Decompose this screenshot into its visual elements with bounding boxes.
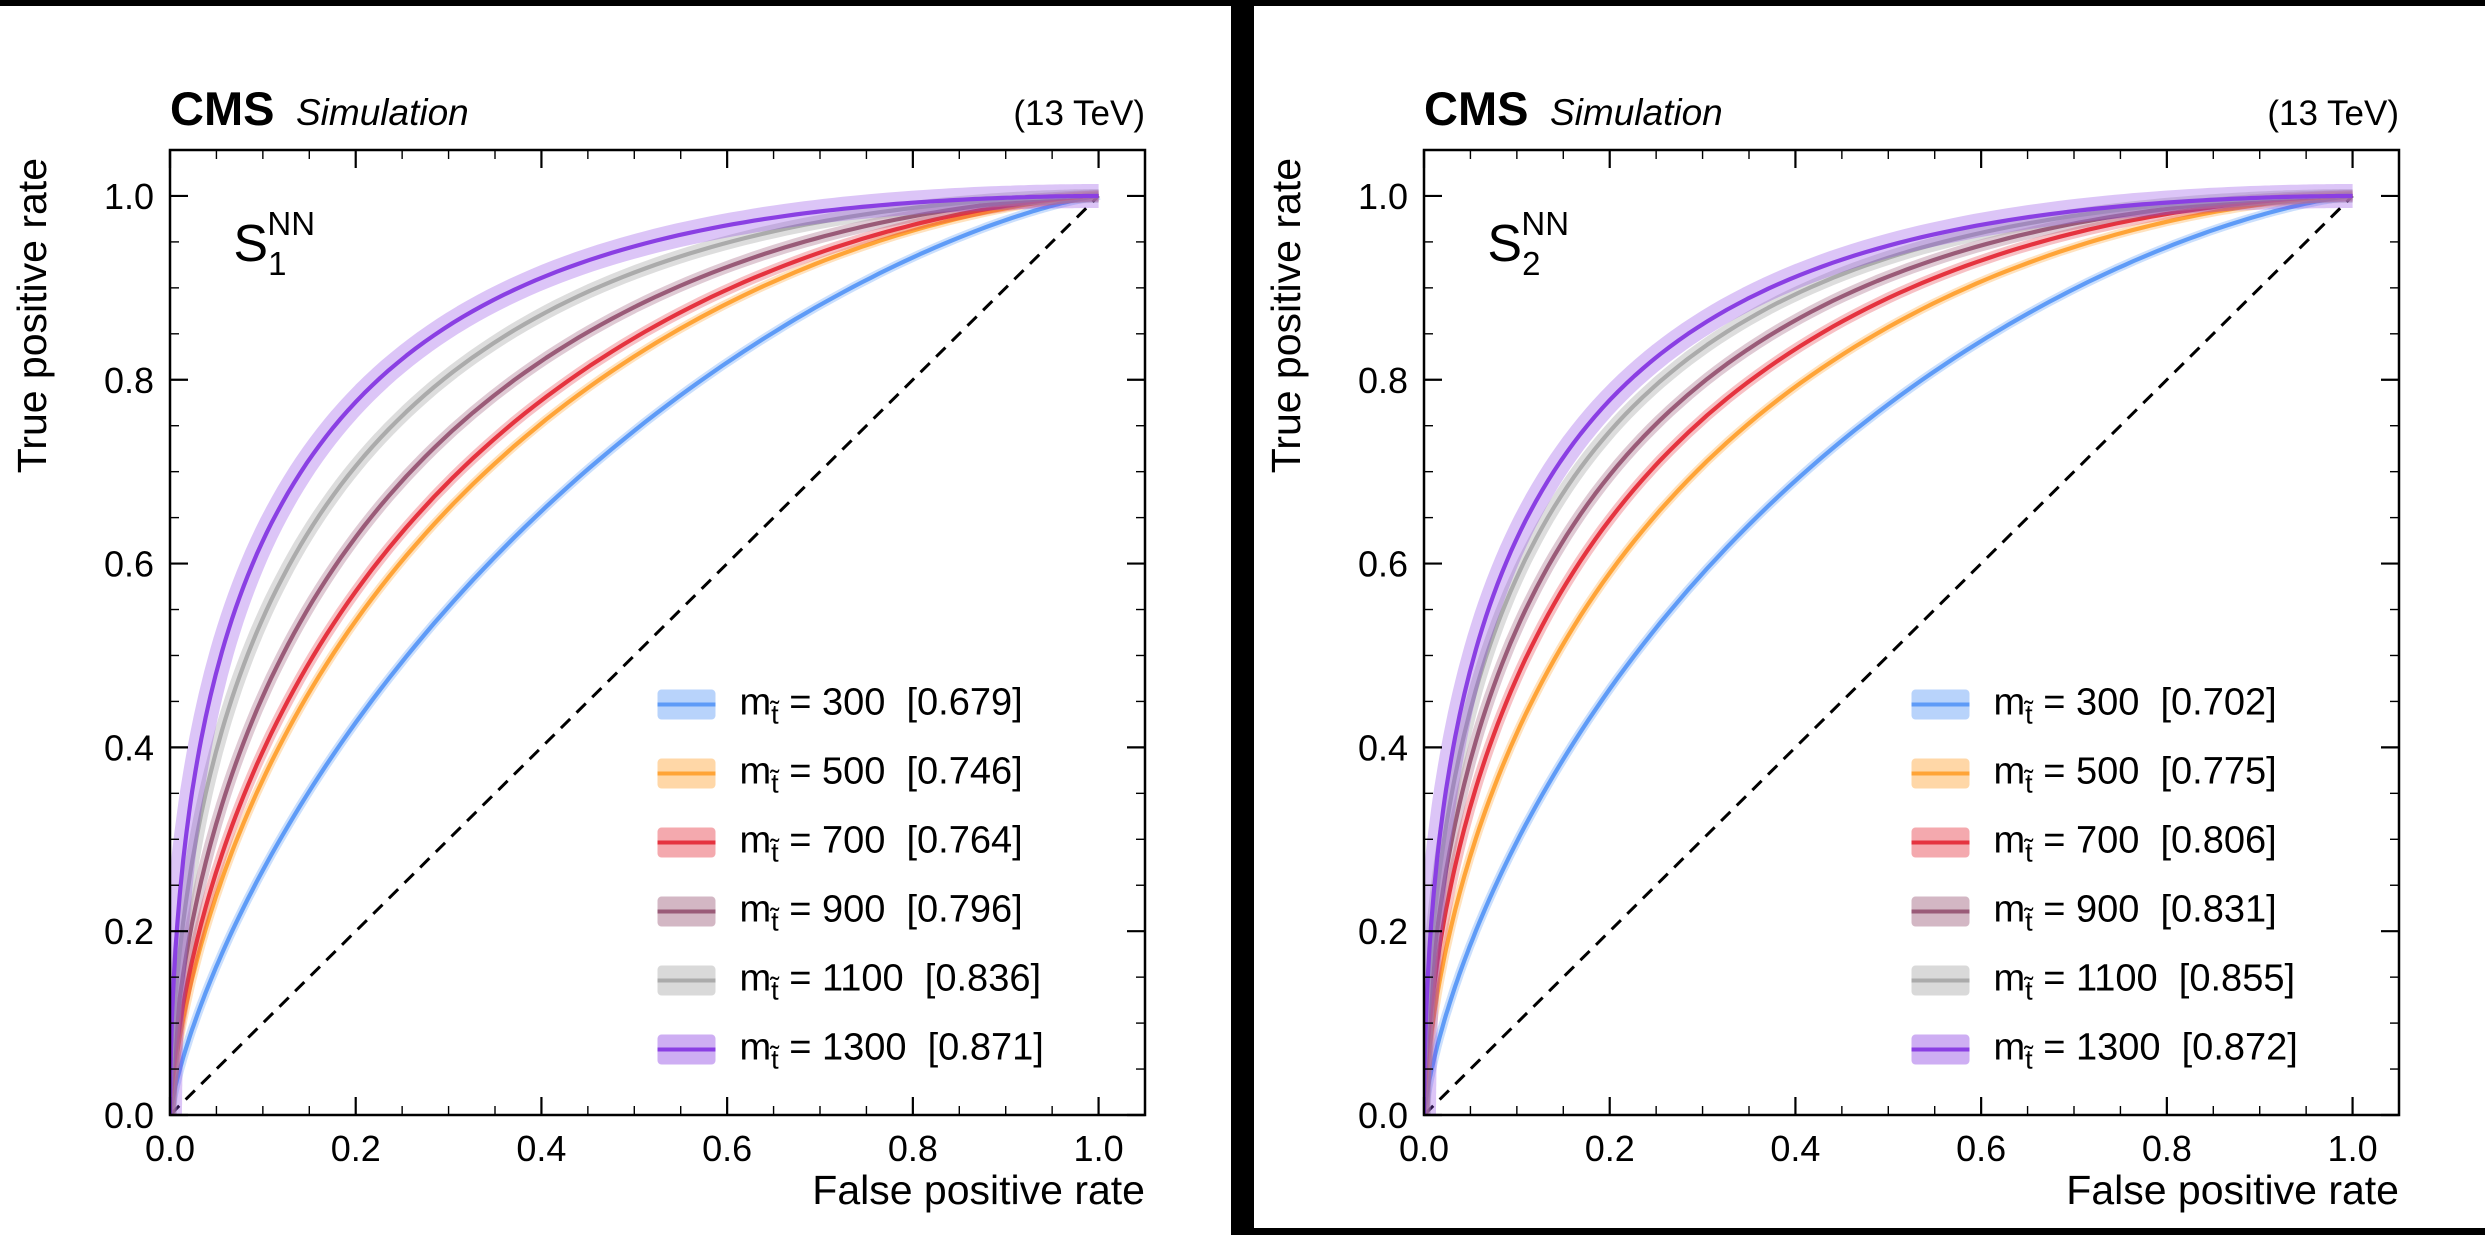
y-tick-label: 1.0: [104, 176, 154, 217]
energy-label: (13 TeV): [1013, 94, 1145, 133]
y-tick-label: 0.6: [1358, 544, 1408, 585]
simulation-label: Simulation: [296, 92, 469, 133]
legend-label-1100: mt̃ = 1100 [0.836]: [740, 958, 1042, 1006]
cms-label: CMS: [170, 82, 274, 135]
x-tick-label: 0.6: [1956, 1128, 2006, 1169]
y-tick-label: 0.2: [1358, 911, 1408, 952]
x-tick-label: 1.0: [2328, 1128, 2378, 1169]
x-axis-title: False positive rate: [2066, 1167, 2399, 1213]
x-tick-label: 0.0: [145, 1128, 195, 1169]
legend-entry-700: mt̃ = 700 [0.764]: [657, 820, 1023, 868]
cms-label: CMS: [1424, 82, 1528, 135]
x-tick-label: 0.2: [1585, 1128, 1635, 1169]
legend-entry-500: mt̃ = 500 [0.775]: [1911, 751, 2277, 799]
top-border: [0, 0, 2485, 6]
roc-chart-svg: CMS Simulation (13 TeV) 0.00.0 0.2 0.2 0.4 0.4 0…: [1263, 82, 2401, 1213]
legend-label-900: mt̃ = 900 [0.796]: [740, 889, 1023, 937]
roc-chart-svg: CMS Simulation (13 TeV) 0.00.0 0.2 0.2 0.4 0.4 0…: [9, 82, 1147, 1213]
legend-label-700: mt̃ = 700 [0.764]: [740, 820, 1023, 868]
legend-label-300: mt̃ = 300 [0.679]: [740, 682, 1023, 730]
y-tick-label: 0.8: [104, 360, 154, 401]
roc-panel-s1: CMS Simulation (13 TeV) 0.0 0.0 0.2 0.2 0.4 0.4 0…: [0, 0, 1231, 1235]
legend-entry-900: mt̃ = 900 [0.831]: [1911, 889, 2277, 937]
legend-label-500: mt̃ = 500 [0.746]: [740, 751, 1023, 799]
legend-label-1100: mt̃ = 1100 [0.855]: [1994, 958, 2296, 1006]
legend-entry-700: mt̃ = 700 [0.806]: [1911, 820, 2277, 868]
legend-entry-1100: mt̃ = 1100 [0.855]: [1911, 958, 2296, 1006]
legend-entry-1300: mt̃ = 1300 [0.871]: [657, 1027, 1044, 1075]
legend-label-500: mt̃ = 500 [0.775]: [1994, 751, 2277, 799]
energy-label: (13 TeV): [2267, 94, 2399, 133]
legend-label-1300: mt̃ = 1300 [0.871]: [740, 1027, 1044, 1075]
diagonal-reference-line: [1422, 194, 2354, 1117]
legend-entry-1100: mt̃ = 1100 [0.836]: [657, 958, 1042, 1006]
y-axis-title: True positive rate: [9, 158, 55, 473]
simulation-label: Simulation: [1550, 92, 1723, 133]
bottom-border-right: [1254, 1228, 2485, 1235]
legend-entry-500: mt̃ = 500 [0.746]: [657, 751, 1023, 799]
y-tick-label: 0.6: [104, 544, 154, 585]
x-axis-title: False positive rate: [812, 1167, 1145, 1213]
legend-entry-1300: mt̃ = 1300 [0.872]: [1911, 1027, 2298, 1075]
y-axis-title: True positive rate: [1263, 158, 1309, 473]
diagonal-reference-line: [168, 194, 1100, 1117]
legend-label-300: mt̃ = 300 [0.702]: [1994, 682, 2277, 730]
axes-frame: [168, 148, 1147, 1117]
legend-label-700: mt̃ = 700 [0.806]: [1994, 820, 2277, 868]
legend-label-1300: mt̃ = 1300 [0.872]: [1994, 1027, 2298, 1075]
legend-label-900: mt̃ = 900 [0.831]: [1994, 889, 2277, 937]
x-tick-label: 0.4: [1770, 1128, 1820, 1169]
legend-entry-900: mt̃ = 900 [0.796]: [657, 889, 1023, 937]
axes-frame: [1422, 148, 2401, 1117]
x-tick-label: 0.8: [888, 1128, 938, 1169]
x-tick-label: 1.0: [1074, 1128, 1124, 1169]
roc-panel-s2: CMS Simulation (13 TeV) 0.0 0.0 0.2 0.2 0.4 0.4 0…: [1254, 0, 2485, 1235]
panel-annotation: S2NN: [1487, 205, 1569, 282]
y-tick-label: 0.4: [1358, 727, 1408, 768]
y-tick-label: 0.2: [104, 911, 154, 952]
legend-entry-300: mt̃ = 300 [0.679]: [657, 682, 1023, 730]
y-tick-label: 1.0: [1358, 176, 1408, 217]
x-tick-label: 0.6: [702, 1128, 752, 1169]
panel-divider: [1231, 0, 1254, 1235]
x-tick-label: 0.4: [516, 1128, 566, 1169]
y-tick-label: 0.0: [1358, 1095, 1408, 1136]
y-tick-label: 0.8: [1358, 360, 1408, 401]
x-tick-label: 0.0: [1399, 1128, 1449, 1169]
x-tick-label: 0.2: [331, 1128, 381, 1169]
legend-entry-300: mt̃ = 300 [0.702]: [1911, 682, 2277, 730]
x-tick-label: 0.8: [2142, 1128, 2192, 1169]
panel-annotation: S1NN: [233, 205, 315, 282]
y-tick-label: 0.4: [104, 727, 154, 768]
y-tick-label: 0.0: [104, 1095, 154, 1136]
